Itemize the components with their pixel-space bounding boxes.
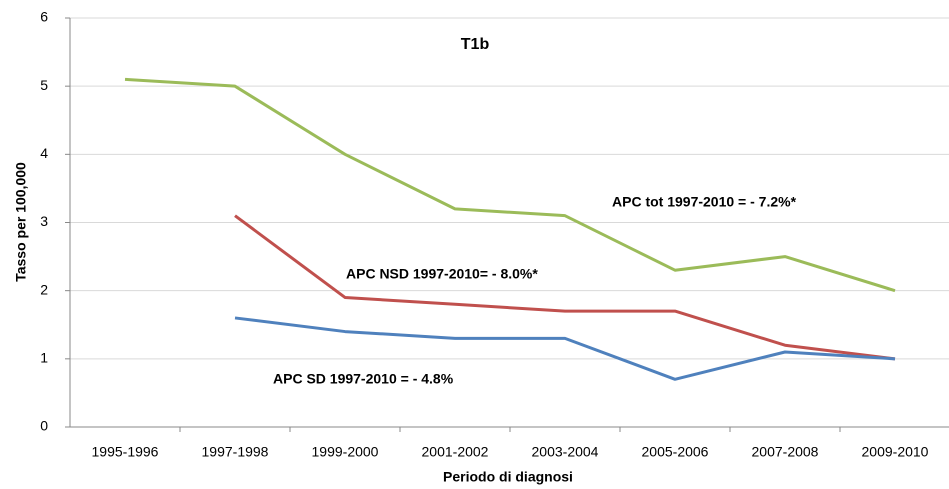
y-tick-label: 6 bbox=[40, 9, 48, 25]
x-tick-label: 2005-2006 bbox=[642, 444, 709, 460]
y-tick-label: 1 bbox=[40, 350, 48, 366]
annotation: APC tot 1997-2010 = - 7.2%* bbox=[612, 194, 797, 210]
x-tick-label: 2009-2010 bbox=[862, 444, 929, 460]
x-tick-label: 1997-1998 bbox=[202, 444, 269, 460]
y-tick-label: 0 bbox=[40, 418, 48, 434]
x-tick-label: 2003-2004 bbox=[532, 444, 599, 460]
annotation: APC NSD 1997-2010= - 8.0%* bbox=[346, 266, 538, 282]
x-tick-label: 2007-2008 bbox=[752, 444, 819, 460]
x-tick-label: 1995-1996 bbox=[92, 444, 159, 460]
series-line bbox=[124, 77, 896, 293]
chart-title: T1b bbox=[461, 36, 490, 53]
annotation: APC SD 1997-2010 = - 4.8% bbox=[273, 371, 454, 387]
y-tick-label: 4 bbox=[40, 145, 48, 161]
x-tick-label: 2001-2002 bbox=[422, 444, 489, 460]
y-tick-label: 2 bbox=[40, 281, 48, 297]
series-line bbox=[234, 316, 896, 381]
y-axis-label: Tasso per 100,000 bbox=[13, 162, 29, 282]
x-axis-label: Periodo di diagnosi bbox=[443, 469, 573, 485]
x-tick-label: 1999-2000 bbox=[312, 444, 379, 460]
y-tick-label: 3 bbox=[40, 213, 48, 229]
y-tick-label: 5 bbox=[40, 77, 48, 93]
series-line bbox=[234, 214, 896, 361]
